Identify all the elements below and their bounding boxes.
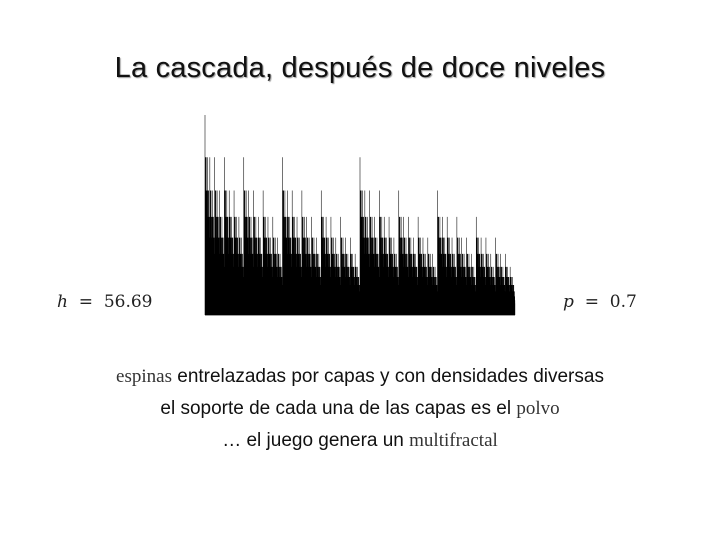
description-line-2: el soporte de cada una de las capas es e… xyxy=(0,398,720,420)
h-parameter: h = 56.69 xyxy=(57,292,153,312)
h-symbol: h xyxy=(57,292,68,312)
h-value: 56.69 xyxy=(103,292,153,312)
p-symbol: p xyxy=(563,292,574,312)
cascade-diagram xyxy=(204,115,516,316)
description-line-1: espinas entrelazadas por capas y con den… xyxy=(0,366,720,388)
p-equals: = xyxy=(584,292,599,312)
polvo-term: polvo xyxy=(516,398,560,419)
description-line-2-lead: el soporte de cada una de las capas es e… xyxy=(160,398,517,419)
slide-title: La cascada, después de doce niveles xyxy=(114,52,606,84)
h-equals: = xyxy=(78,292,94,312)
espinas-term: espinas xyxy=(116,366,172,387)
description-line-3-lead: … el juego genera un xyxy=(222,430,410,451)
description-line-1-rest: entrelazadas por capas y con densidades … xyxy=(171,366,604,387)
cascade-spikes xyxy=(204,115,516,315)
multifractal-term: multifractal xyxy=(409,430,498,451)
description-line-3: … el juego genera un multifractal xyxy=(0,430,720,452)
p-parameter: p = 0.7 xyxy=(563,292,637,312)
p-value: 0.7 xyxy=(609,292,637,312)
